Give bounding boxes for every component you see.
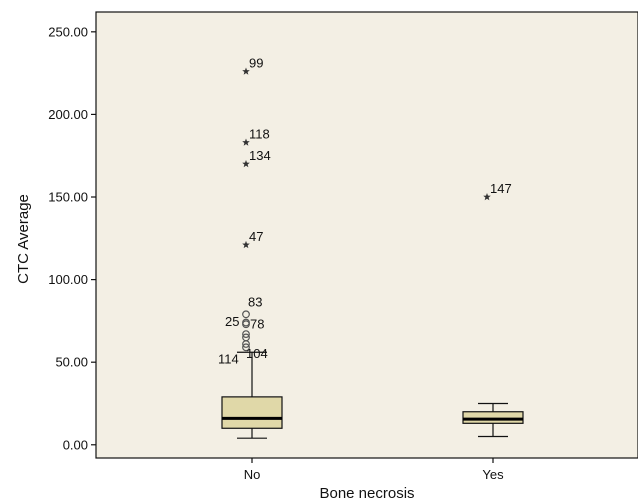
outlier-point-0 [242,343,250,352]
extreme-point-2 [242,138,250,146]
extreme-point-1 [242,159,250,168]
extreme-point-3 [242,67,250,75]
y-tick-label-3: 150.00 [48,190,88,205]
y-axis-title: CTC Average [15,194,32,284]
outlier-point-5 [242,318,250,327]
extreme-label-47: 47 [249,229,263,244]
outlier-point-2 [242,333,250,342]
x-tick-label-0: No [244,467,261,482]
boxes-layer: 114 104 25 78 83 47 134 118 99 147 [218,55,524,439]
y-tick-label-2: 100.00 [48,272,88,287]
y-axis: 0.00 50.00 100.00 150.00 200.00 250.00 [48,24,96,452]
outlier-label-78: 78 [250,317,264,332]
plot-area [95,11,638,459]
outlier-label-25: 25 [225,314,239,329]
box-group-no: 114 104 25 78 83 47 134 118 99 [218,55,283,439]
extreme-label-147: 147 [490,181,512,196]
extreme-point-0 [483,193,491,201]
y-tick-label-1: 50.00 [55,355,88,370]
y-tick-label-5: 250.00 [48,24,88,39]
extreme-label-118: 118 [249,126,270,141]
extreme-point-0 [242,240,250,249]
outlier-label-83: 83 [248,294,262,309]
outlier-label-104: 104 [246,346,268,361]
y-tick-label-4: 200.00 [48,107,88,122]
box-iqr [221,396,283,429]
x-axis-title: Bone necrosis [319,485,414,502]
x-tick-label-1: Yes [482,467,504,482]
y-tick-label-0: 0.00 [63,437,88,452]
outlier-point-3 [242,330,250,339]
box-iqr [462,411,524,424]
box-group-yes: 147 [462,181,524,438]
outlier-label-114: 114 [218,351,239,366]
x-axis: No Yes [244,458,504,482]
outlier-point-6 [242,310,250,319]
extreme-label-99: 99 [249,55,263,70]
extreme-label-134: 134 [249,148,271,163]
